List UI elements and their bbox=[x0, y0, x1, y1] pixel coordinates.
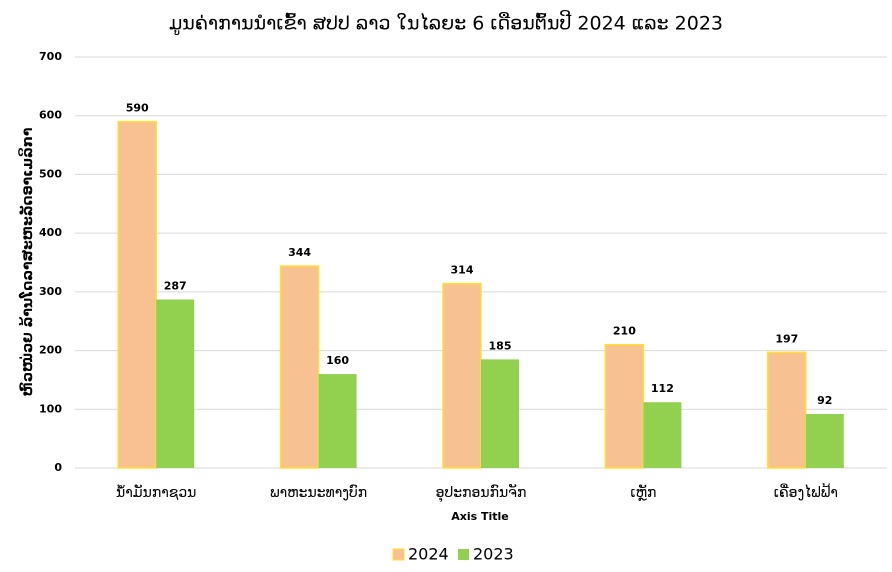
bar bbox=[481, 359, 519, 468]
value-label: 112 bbox=[651, 382, 674, 395]
y-tick-label: 500 bbox=[39, 167, 62, 180]
value-label: 287 bbox=[164, 279, 187, 292]
bar bbox=[767, 351, 807, 469]
y-tick-label: 600 bbox=[39, 109, 62, 122]
value-label: 92 bbox=[817, 394, 832, 407]
bar bbox=[805, 413, 844, 468]
y-tick-label: 300 bbox=[39, 285, 62, 298]
y-tick-label: 700 bbox=[39, 50, 62, 63]
y-tick-label: 400 bbox=[39, 226, 62, 239]
x-tick-label: ເຫຼັກ bbox=[630, 485, 656, 501]
legend-swatch bbox=[392, 548, 405, 561]
y-tick-label: 100 bbox=[39, 402, 62, 415]
value-label: 210 bbox=[613, 325, 636, 338]
y-tick-label: 200 bbox=[39, 344, 62, 357]
chart-title: ມູນຄ່າການນຳເຂົ້າ ສປປ ລາວ ໃນໄລຍະ 6 ເດືອນຕ… bbox=[169, 8, 723, 36]
bar bbox=[643, 402, 682, 468]
bar bbox=[604, 343, 645, 469]
x-tick-label: ອຸປະກອນກົນຈັກ bbox=[436, 485, 527, 502]
bar bbox=[156, 299, 195, 468]
bar bbox=[442, 282, 482, 469]
legend-label: 2024 bbox=[408, 545, 449, 564]
x-tick-label: ພາຫະນະທາງບົກ bbox=[270, 485, 367, 501]
x-tick-label: ນ້ຳມັນກາຊວນ bbox=[116, 484, 196, 501]
legend-swatch bbox=[458, 549, 469, 560]
value-label: 197 bbox=[775, 332, 798, 345]
value-label: 314 bbox=[451, 264, 474, 277]
x-tick-label: ເຄື່ອງໄຟຟ້າ bbox=[774, 482, 838, 501]
value-label: 590 bbox=[126, 102, 149, 115]
x-axis-title: Axis Title bbox=[451, 510, 509, 523]
value-label: 185 bbox=[489, 339, 512, 352]
bar bbox=[279, 265, 320, 469]
y-axis-title: ຫົວໜ່ວຍ ລ້ານໂດລາສະຫະລັດອາເມລິກາ bbox=[18, 128, 36, 397]
value-label: 160 bbox=[326, 354, 349, 367]
y-tick-label: 0 bbox=[54, 461, 62, 474]
bar bbox=[117, 120, 157, 469]
bar bbox=[318, 374, 357, 468]
legend-label: 2023 bbox=[473, 545, 514, 564]
value-label: 344 bbox=[288, 246, 311, 259]
